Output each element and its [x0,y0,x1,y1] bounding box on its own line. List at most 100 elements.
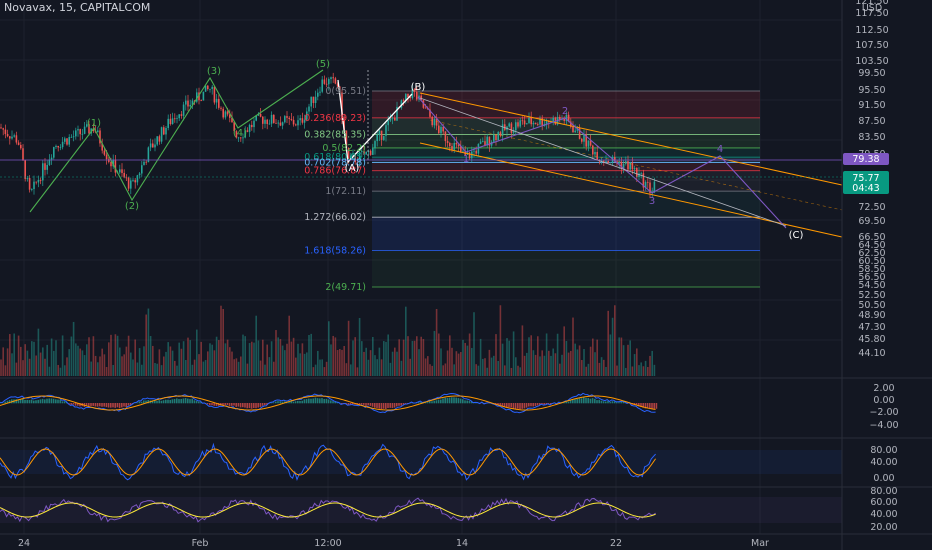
volume-bar [325,361,328,376]
volume-bar [539,356,541,376]
macd-histogram [519,403,521,410]
wave-label-green: (1) [87,118,101,129]
macd-histogram [35,400,37,404]
macd-histogram [567,401,570,404]
candle-body [189,104,191,107]
candle-body [376,134,378,142]
candle-body [35,181,37,183]
volume-bar [235,358,238,376]
volume-bar [391,351,394,376]
macd-histogram [266,403,268,405]
volume-bar [567,352,570,376]
volume-bar [488,349,491,376]
candle-body [486,136,488,146]
macd-histogram [596,400,598,404]
candle-body [499,132,502,136]
candle-body [521,120,524,122]
volume-bar [70,336,73,376]
macd-histogram [171,399,174,404]
volume-bar [310,333,312,376]
macd-histogram [74,403,77,406]
volume-bar [193,359,196,376]
volume-bar [552,348,554,376]
macd-histogram [580,398,583,404]
macd-histogram [244,403,246,408]
candle-body [453,142,455,150]
macd-histogram [121,403,123,408]
candle-body [455,142,458,145]
volume-bar [90,361,92,376]
volume-bar [198,354,200,376]
volume-bar [308,334,310,376]
macd-histogram [539,403,541,406]
candle-body [420,95,422,101]
fib-label: 0.618(80.05) [304,152,366,163]
candle-body [39,179,42,181]
time-tick: 14 [456,538,468,549]
volume-bar [609,334,612,376]
volume-bar [334,337,337,376]
candle-body [127,177,130,189]
candle-body [215,98,218,103]
candle-body [341,92,343,120]
candle-body [253,120,255,128]
macd-histogram [255,403,257,409]
candle-body [578,127,581,139]
candle-body [53,147,55,158]
volume-bar [449,335,451,376]
stoch-d-line [0,448,657,476]
indicator-tick: −4.00 [869,420,898,431]
macd-histogram [233,403,235,406]
candle-body [83,126,86,134]
macd-histogram [277,401,279,404]
candle-body [270,114,273,124]
candle-body [482,141,484,143]
chart-title: Novavax, 15, CAPITALCOM [4,1,150,14]
volume-bar [26,350,29,376]
macd-histogram [622,401,625,404]
macd-histogram [501,403,504,406]
fib-label: 0.236(89.23) [304,113,366,124]
candle-body [97,130,99,133]
volume-bar [270,341,273,376]
macd-histogram [525,403,528,408]
stoch-pane [0,442,842,481]
candle-body [11,136,13,139]
candle-body [61,141,64,148]
macd-histogram [594,398,596,404]
candle-body [442,126,444,132]
time-axis[interactable]: 24 Feb 12:00 14 22 Mar [18,538,769,549]
volume-bar [132,359,134,376]
volume-bar [0,359,2,376]
macd-histogram [294,401,297,404]
macd-histogram [321,398,323,404]
volume-bar [295,357,297,376]
candle-body [167,118,169,128]
volume-bar [537,336,539,376]
candle-body [574,130,576,133]
candle-body [44,163,46,170]
price-tick: 107.50 [855,40,888,51]
fib-retracement-zones [372,90,760,288]
volume-bar [372,336,374,376]
macd-histogram [301,400,303,404]
volume-bar [471,347,473,376]
volume-bar [75,343,77,376]
wave-label-purple: 2 [562,106,568,117]
candle-body [473,150,475,152]
volume-bar [341,349,343,376]
macd-histogram [391,403,394,409]
candle-body [55,145,57,148]
macd-histogram [532,403,534,407]
volume-bar [374,355,376,376]
volume-bar [490,357,493,376]
candle-body [383,135,385,140]
candle-body [391,117,394,119]
volume-bar [442,365,444,376]
macd-histogram [297,400,299,404]
candle-body [17,142,20,145]
macd-histogram [246,403,248,409]
macd-histogram [209,403,211,406]
